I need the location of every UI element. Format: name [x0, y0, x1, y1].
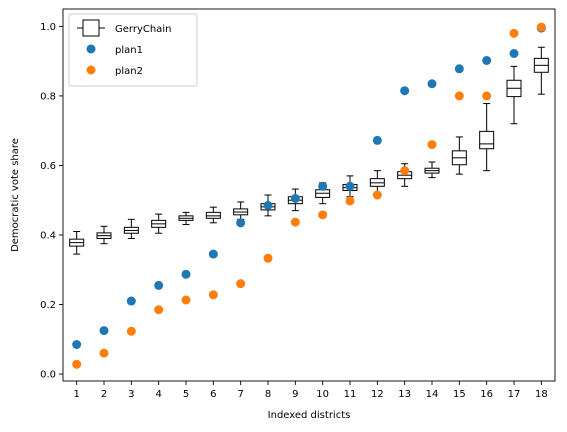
legend-marker-plan1	[86, 44, 96, 54]
point-plan2-district-16	[482, 91, 492, 101]
boxplot-district-3	[123, 218, 139, 239]
point-plan2-district-9	[290, 217, 300, 227]
boxplot-district-7	[233, 201, 249, 220]
x-tick-label: 1	[73, 389, 79, 400]
x-tick-label: 10	[316, 389, 329, 400]
boxplot-district-4	[151, 213, 167, 234]
point-plan2-district-14	[427, 140, 437, 150]
x-tick-label: 18	[535, 389, 548, 400]
point-plan1-district-1	[72, 339, 82, 349]
point-plan2-district-2	[99, 348, 109, 358]
boxplot-district-6	[205, 206, 221, 224]
x-tick-label: 14	[426, 389, 439, 400]
point-plan1-district-9	[290, 193, 300, 203]
x-tick-label: 13	[398, 389, 411, 400]
y-tick-label: 0.0	[40, 370, 56, 381]
point-plan1-district-11	[345, 181, 355, 191]
x-tick-label: 2	[101, 389, 107, 400]
point-plan2-district-10	[318, 210, 328, 220]
legend-box	[82, 19, 100, 37]
boxplot-district-16	[479, 103, 495, 172]
x-tick-label: 11	[344, 389, 357, 400]
point-plan1-district-13	[400, 86, 410, 96]
point-plan1-district-10	[318, 181, 328, 191]
point-plan1-district-14	[427, 79, 437, 89]
boxplot-district-12	[369, 170, 385, 194]
scatter-points	[72, 22, 546, 369]
legend-label-plan2: plan2	[115, 66, 143, 77]
point-plan1-district-8	[263, 200, 273, 210]
y-tick-label: 0.2	[40, 300, 56, 311]
box	[205, 211, 221, 219]
axes: 1 2 3 4 5 6 7 8 9 10 11 12 13 14 15 16 17 180.00.20.40.60…	[40, 8, 556, 400]
x-tick-label: 5	[183, 389, 189, 400]
point-plan1-district-5	[181, 269, 191, 279]
y-tick-label: 0.4	[40, 230, 56, 241]
boxplot-district-18	[533, 46, 549, 95]
x-tick-label: 12	[371, 389, 384, 400]
x-tick-label: 15	[453, 389, 466, 400]
point-plan2-district-11	[345, 196, 355, 206]
point-plan2-district-3	[126, 326, 136, 336]
point-plan1-district-17	[509, 49, 519, 59]
x-tick-label: 4	[155, 389, 161, 400]
boxplot-district-15	[451, 136, 467, 175]
legend: GerryChain plan1 plan2	[68, 13, 198, 87]
y-tick-label: 1.0	[40, 22, 56, 33]
point-plan1-district-7	[236, 218, 246, 228]
x-tick-label: 8	[265, 389, 271, 400]
box	[479, 130, 495, 150]
point-plan2-district-13	[400, 166, 410, 176]
y-axis-label: Democratic vote share	[10, 138, 21, 252]
x-tick-label: 17	[508, 389, 521, 400]
point-plan1-district-15	[454, 64, 464, 74]
x-tick-label: 9	[292, 389, 298, 400]
point-plan2-district-5	[181, 295, 191, 305]
x-tick-label: 16	[480, 389, 493, 400]
x-axis-label: Indexed districts	[268, 410, 351, 421]
legend-marker-plan2	[86, 65, 96, 75]
boxplot-district-14	[424, 161, 440, 179]
point-plan1-district-4	[154, 280, 164, 290]
boxplot-district-2	[96, 225, 112, 245]
x-tick-label: 7	[237, 389, 243, 400]
point-plan2-district-8	[263, 253, 273, 263]
point-plan1-district-12	[372, 135, 382, 145]
x-tick-label: 6	[210, 389, 216, 400]
point-plan2-district-7	[236, 279, 246, 289]
legend-label-gerrychain: GerryChain	[115, 24, 171, 35]
legend-frame	[68, 13, 198, 87]
point-plan1-district-16	[482, 55, 492, 65]
point-plan1-district-6	[208, 249, 218, 259]
axes-frame	[62, 8, 556, 382]
point-plan2-district-1	[72, 359, 82, 369]
point-plan2-district-18	[536, 22, 546, 32]
boxplot-district-1	[69, 231, 85, 255]
boxplot-district-17	[506, 65, 522, 125]
point-plan1-district-2	[99, 326, 109, 336]
legend-label-plan1: plan1	[115, 45, 143, 56]
y-tick-label: 0.6	[40, 161, 56, 172]
legend-boxplot-icon	[77, 19, 105, 37]
point-plan2-district-15	[454, 91, 464, 101]
point-plan2-district-17	[509, 28, 519, 38]
y-tick-label: 0.8	[40, 91, 56, 102]
x-tick-label: 3	[128, 389, 134, 400]
boxplot-district-5	[178, 211, 194, 226]
point-plan2-district-4	[154, 305, 164, 315]
point-plan2-district-12	[372, 190, 382, 200]
point-plan2-district-6	[208, 290, 218, 300]
point-plan1-district-3	[126, 296, 136, 306]
